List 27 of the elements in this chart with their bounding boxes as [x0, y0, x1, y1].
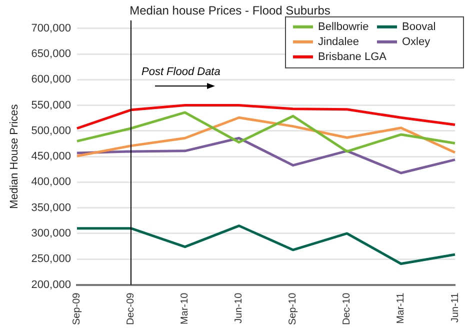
y-tick-label: 400,000: [31, 176, 71, 188]
x-tick-label: Mar-10: [180, 292, 191, 324]
y-tick-label: 200,000: [31, 278, 71, 291]
x-tick-label: Mar-11: [396, 292, 407, 324]
y-tick-label: 300,000: [31, 228, 71, 240]
y-tick-label: 500,000: [31, 124, 71, 137]
x-tick-label: Jun-10: [234, 292, 245, 324]
legend-label: Oxley: [402, 36, 431, 48]
annotation: Post Flood Data: [141, 66, 220, 78]
y-tick-label: 600,000: [31, 74, 71, 86]
x-tick-label: Sep-09: [72, 292, 83, 326]
legend-label: Bellbowrie: [318, 20, 369, 33]
x-tick-label: Dec-10: [342, 292, 353, 326]
y-tick-label: 350,000: [31, 202, 71, 214]
legend-label: Booval: [402, 20, 436, 33]
legend-label: Brisbane LGA: [318, 50, 388, 63]
legend-label: Jindalee: [318, 36, 359, 48]
y-tick-label: 250,000: [31, 253, 71, 266]
y-tick-label: 700,000: [31, 22, 71, 34]
y-axis-title: Median House Prices: [8, 104, 21, 209]
x-tick-label: Jun-11: [450, 292, 461, 323]
chart-title: Median house Prices - Flood Suburbs: [130, 4, 330, 18]
x-tick-label: Dec-09: [126, 292, 137, 326]
y-tick-label: 450,000: [31, 150, 71, 163]
y-tick-label: 650,000: [31, 48, 71, 60]
x-tick-label: Sep-10: [288, 292, 299, 326]
y-tick-label: 550,000: [31, 99, 71, 112]
